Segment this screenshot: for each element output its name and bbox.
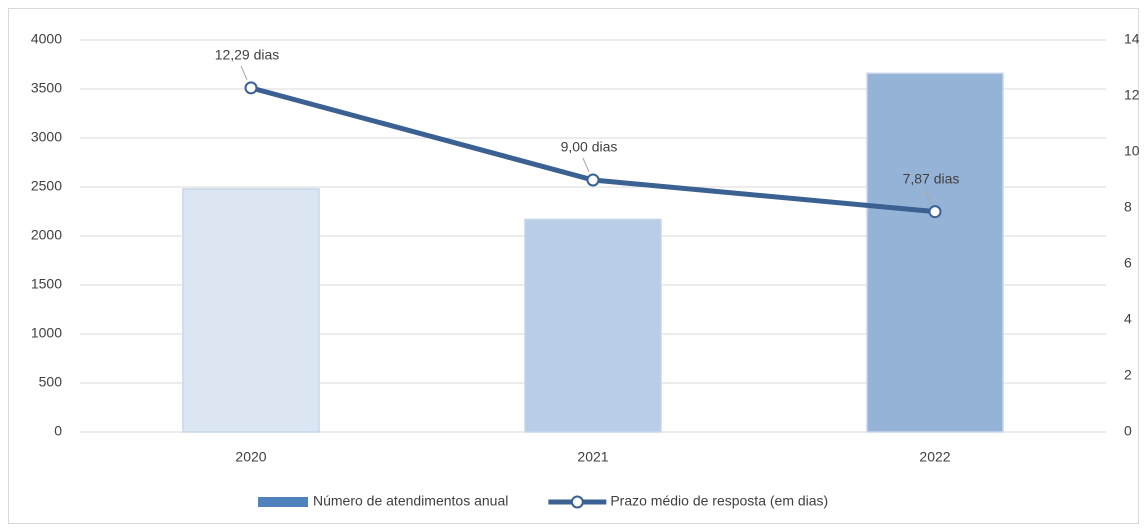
label-leader [582,157,590,173]
label-leader [924,189,932,204]
y-tick-label: 1000 [31,325,62,341]
data-label: 12,29 dias [215,47,280,63]
legend-marker [570,495,584,509]
line-marker [586,173,600,187]
y2-tick-label: 2 [1124,367,1132,383]
data-label: 9,00 dias [561,139,618,155]
bar [524,218,662,433]
legend-label: Número de atendimentos anual [313,493,508,509]
legend-swatch [258,497,308,507]
y-tick-label: 0 [54,423,62,439]
x-tick-label: 2022 [919,449,950,465]
x-tick-label: 2020 [235,449,266,465]
y-tick-label: 500 [39,374,63,390]
line-marker [928,205,942,219]
bar [866,72,1004,433]
y2-tick-label: 6 [1124,255,1132,271]
data-label: 7,87 dias [903,170,960,186]
y-tick-label: 2000 [31,227,62,243]
y-tick-label: 2500 [31,178,62,194]
y2-tick-label: 8 [1124,199,1132,215]
y2-tick-label: 14 [1124,31,1140,47]
x-tick-label: 2021 [577,449,608,465]
y-tick-label: 4000 [31,31,62,47]
y2-tick-label: 0 [1124,423,1132,439]
y-tick-label: 3000 [31,129,62,145]
line-marker [244,81,258,95]
y2-tick-label: 12 [1124,87,1140,103]
y-tick-label: 1500 [31,276,62,292]
y2-tick-label: 4 [1124,311,1132,327]
bar [182,188,320,433]
label-leader [240,65,248,81]
y-tick-label: 3500 [31,80,62,96]
legend-label: Prazo médio de resposta (em dias) [610,493,828,509]
y2-tick-label: 10 [1124,143,1140,159]
